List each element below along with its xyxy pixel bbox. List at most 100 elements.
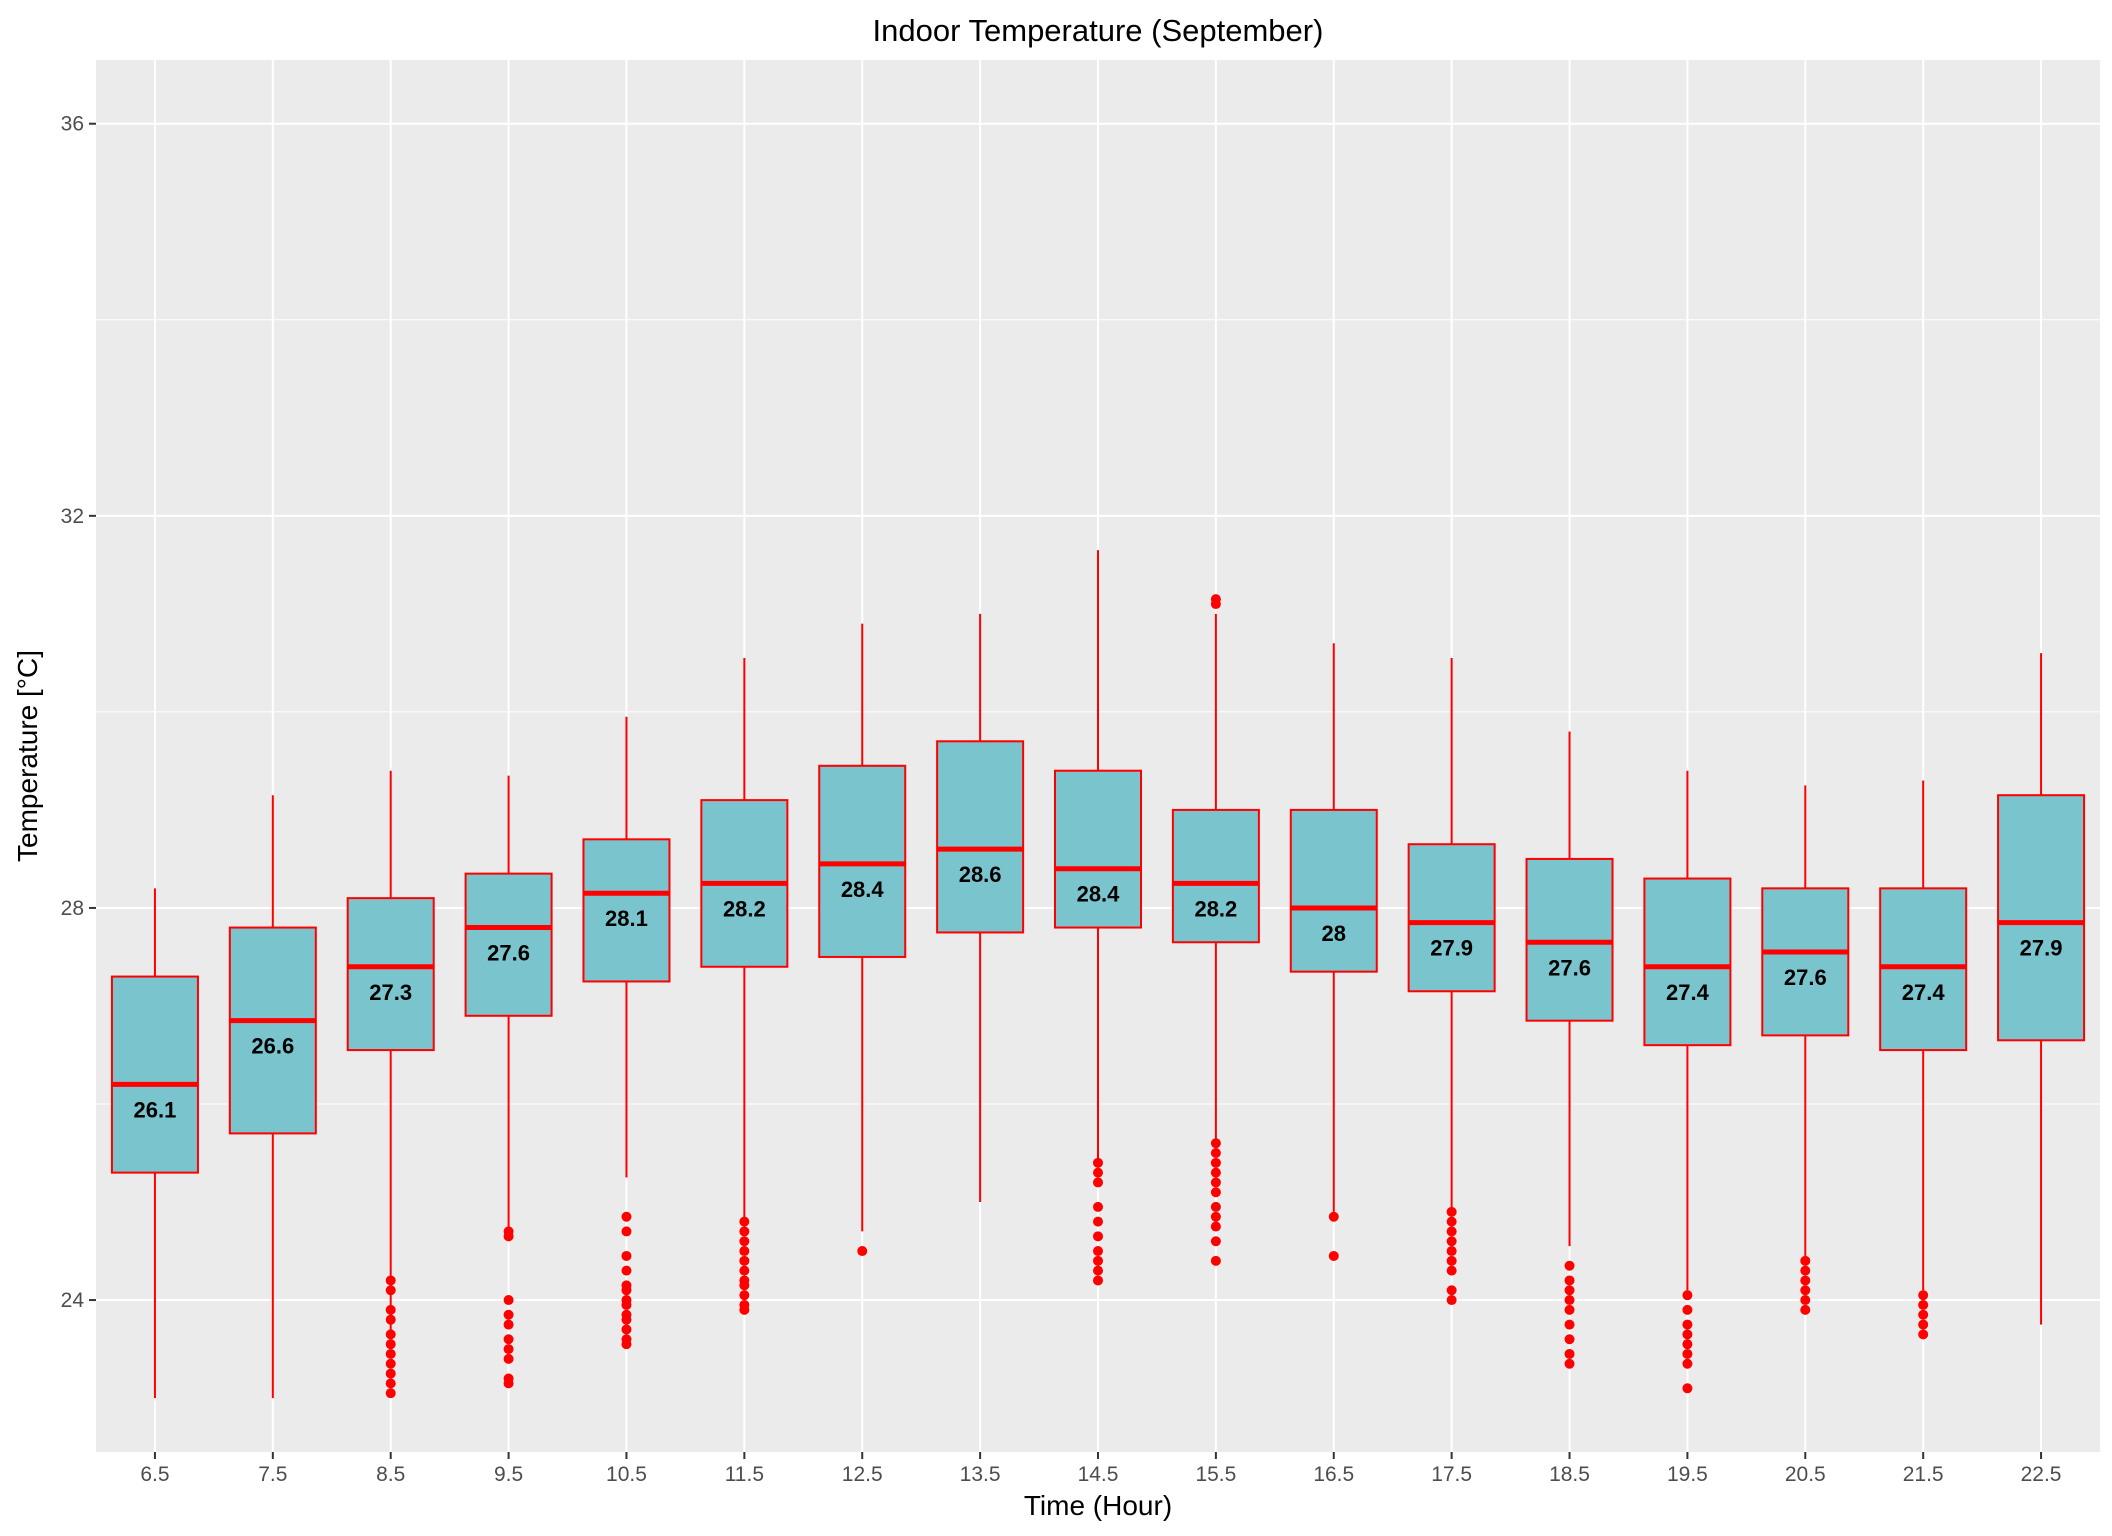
chart-title: Indoor Temperature (September): [873, 13, 1324, 48]
outlier-point: [1210, 1255, 1221, 1266]
outlier-point: [1564, 1295, 1575, 1306]
outlier-point: [385, 1348, 396, 1359]
box-group: 26.1: [110, 888, 199, 1399]
outlier-point: [1564, 1319, 1575, 1330]
outlier-point: [1446, 1255, 1457, 1266]
x-tick-label: 9.5: [494, 1463, 523, 1486]
outlier-point: [621, 1339, 632, 1350]
box-group: 27.6: [464, 775, 553, 1389]
median-label: 28.2: [723, 896, 766, 921]
box-body: [1643, 877, 1732, 1047]
median-label: 27.9: [2020, 936, 2063, 961]
outlier-point: [503, 1319, 514, 1330]
outlier-point: [1093, 1216, 1103, 1227]
median-label: 27.6: [487, 941, 530, 966]
x-tick-label: 11.5: [725, 1463, 764, 1486]
outlier-point: [1446, 1216, 1457, 1227]
outlier-point: [739, 1290, 750, 1301]
outlier-point: [503, 1344, 514, 1355]
box-group: 27.6: [1761, 785, 1850, 1315]
x-tick-label: 17.5: [1431, 1463, 1472, 1486]
median-label: 28.2: [1194, 896, 1237, 921]
outlier-point: [1800, 1304, 1811, 1315]
outlier-point: [1093, 1275, 1103, 1286]
outlier-point: [1210, 1236, 1221, 1247]
outlier-point: [1682, 1319, 1693, 1330]
outlier-point: [503, 1295, 514, 1306]
outlier-point: [1564, 1304, 1575, 1315]
median-label: 28.4: [841, 877, 885, 902]
box-group: 28.4: [818, 623, 907, 1257]
outlier-point: [1210, 1177, 1221, 1188]
box-body: [1407, 843, 1496, 993]
outlier-point: [1210, 599, 1221, 610]
x-tick-label: 12.5: [842, 1463, 883, 1486]
median-label: 26.6: [251, 1034, 294, 1059]
median-label: 27.6: [1548, 955, 1591, 980]
outlier-point: [1918, 1299, 1929, 1310]
outlier-point: [385, 1314, 396, 1325]
x-tick-label: 6.5: [140, 1463, 169, 1486]
y-tick-label: 32: [61, 505, 84, 528]
outlier-point: [1093, 1201, 1103, 1212]
x-tick-label: 15.5: [1195, 1463, 1236, 1486]
outlier-point: [621, 1324, 632, 1335]
box-group: 28: [1289, 643, 1378, 1261]
outlier-point: [1564, 1348, 1575, 1359]
x-tick-label: 8.5: [376, 1463, 405, 1486]
outlier-point: [1564, 1275, 1575, 1286]
outlier-point: [385, 1368, 396, 1379]
outlier-point: [1682, 1383, 1693, 1394]
outlier-point: [857, 1246, 868, 1257]
outlier-point: [621, 1211, 632, 1222]
outlier-point: [1093, 1157, 1103, 1168]
outlier-point: [1093, 1265, 1103, 1276]
x-tick-label: 10.5: [606, 1463, 647, 1486]
outlier-point: [1682, 1348, 1693, 1359]
outlier-point: [385, 1285, 396, 1296]
outlier-point: [739, 1246, 750, 1257]
outlier-point: [1564, 1260, 1575, 1271]
outlier-point: [503, 1378, 514, 1389]
outlier-point: [739, 1280, 750, 1291]
median-label: 27.3: [369, 980, 412, 1005]
outlier-point: [1210, 1201, 1221, 1212]
outlier-point: [1093, 1246, 1103, 1257]
x-tick-label: 21.5: [1903, 1463, 1944, 1486]
box-body: [1289, 808, 1378, 973]
outlier-point: [1328, 1211, 1339, 1222]
outlier-point: [1446, 1206, 1457, 1217]
box-body: [1997, 794, 2086, 1042]
outlier-point: [1682, 1358, 1693, 1369]
outlier-point: [1918, 1329, 1929, 1340]
x-tick-label: 16.5: [1313, 1463, 1354, 1486]
box-group: 27.6: [1525, 731, 1614, 1369]
outlier-point: [739, 1265, 750, 1276]
outlier-point: [1210, 1187, 1221, 1198]
y-axis-title: Temperature [°C]: [12, 650, 43, 862]
box-body: [346, 897, 435, 1052]
outlier-point: [385, 1329, 396, 1340]
outlier-point: [1800, 1265, 1811, 1276]
outlier-point: [1093, 1255, 1103, 1266]
median-label: 28: [1322, 921, 1346, 946]
box-series: 26.1 26.6 27.3 27.6 28.1 28.2 28.4 28.6 28.4 28.2…: [110, 550, 2086, 1399]
x-tick-label: 7.5: [258, 1463, 287, 1486]
outlier-point: [1682, 1290, 1693, 1301]
outlier-point: [739, 1216, 750, 1227]
outlier-point: [1093, 1177, 1103, 1188]
outlier-point: [385, 1304, 396, 1315]
box-body: [1761, 887, 1850, 1037]
outlier-point: [1446, 1285, 1457, 1296]
outlier-point: [739, 1255, 750, 1266]
median-label: 27.4: [1902, 980, 1946, 1005]
outlier-point: [1564, 1334, 1575, 1345]
outlier-point: [1093, 1167, 1103, 1178]
outlier-point: [1446, 1226, 1457, 1237]
box-group: 28.2: [700, 657, 789, 1315]
outlier-point: [385, 1358, 396, 1369]
outlier-point: [621, 1250, 632, 1261]
y-tick-label: 24: [61, 1289, 85, 1312]
outlier-point: [1918, 1319, 1929, 1330]
outlier-point: [1918, 1290, 1929, 1301]
